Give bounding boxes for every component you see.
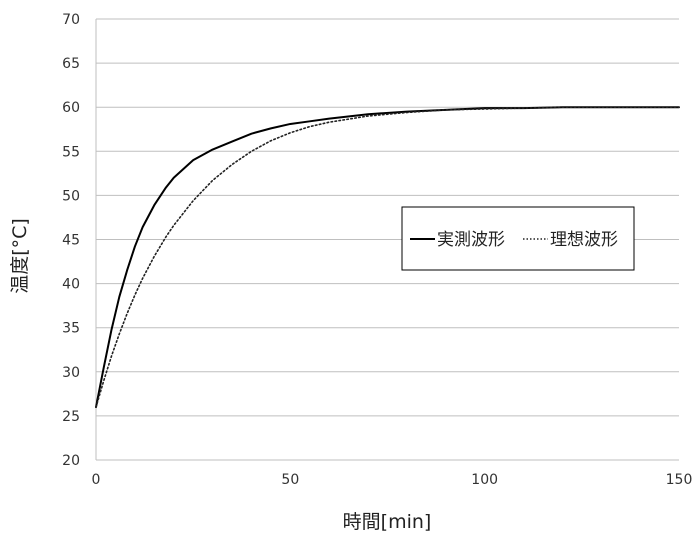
y-tick-label: 30 (62, 365, 80, 381)
series-line-ideal (95, 106, 680, 408)
series-layer (95, 106, 680, 409)
tick-labels: 20 25 30 35 40 45 50 55 60 65 70 0 50 100 150 (62, 12, 692, 488)
x-axis-title: 時間[min] (343, 511, 432, 533)
y-tick-label: 20 (62, 453, 80, 469)
x-tick-label: 150 (666, 472, 693, 488)
y-tick-label: 70 (62, 12, 80, 28)
gridlines (96, 18, 679, 461)
y-tick-label: 50 (62, 188, 80, 204)
x-tick-label: 0 (92, 472, 101, 488)
y-tick-label: 45 (62, 233, 80, 249)
y-tick-label: 60 (62, 100, 80, 116)
legend-label-measured: 実測波形 (437, 230, 505, 250)
y-tick-label: 55 (62, 144, 80, 160)
plot-area (95, 19, 679, 461)
legend-box (401, 206, 635, 271)
y-tick-label: 25 (62, 409, 80, 425)
y-tick-label: 40 (62, 277, 80, 293)
legend: 実測波形 理想波形 (401, 206, 635, 271)
x-tick-label: 100 (471, 472, 498, 488)
y-tick-label: 65 (62, 56, 80, 72)
y-tick-label: 35 (62, 321, 80, 337)
legend-label-ideal: 理想波形 (550, 230, 618, 250)
y-axis-title: 温度[°C] (9, 218, 31, 294)
x-tick-label: 50 (281, 472, 299, 488)
